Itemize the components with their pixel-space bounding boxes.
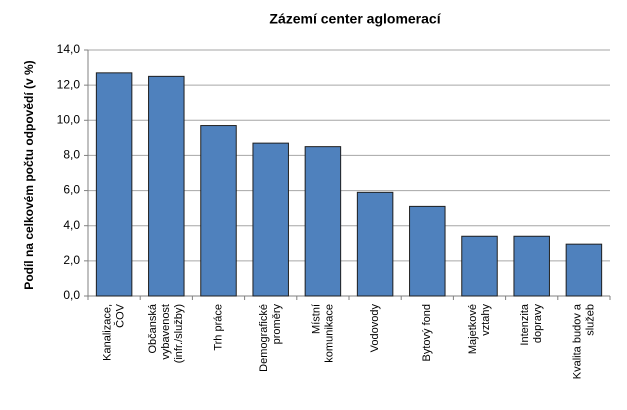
y-tick-label: 0,0 [63,288,80,302]
y-axis-title: Podíl na celkovém počtu odpovědí (v %) [22,60,36,289]
x-tick-label-group: Bytový fond [421,304,433,361]
bar [200,125,237,297]
y-tick-label: 2,0 [63,253,80,267]
x-tick-label: služeb [584,304,596,336]
x-tick-label: proměry [271,304,283,345]
y-tick-label: 6,0 [63,183,80,197]
bar [461,235,498,297]
x-tick-label: Trh práce [212,304,224,351]
x-tick-label: Intenzita [519,303,531,345]
x-tick-label: Kanalizace, [102,304,114,361]
y-tick-label: 4,0 [63,218,80,232]
y-tick-label: 10,0 [57,112,81,126]
y-tick-label: 14,0 [57,42,81,56]
x-tick-label-group: Občanská vybavenost (infr./služby) [147,303,185,363]
x-tick-label-group: Kvalita budov a služeb [571,303,596,379]
x-tick-label: Vodovody [369,304,381,353]
x-tick-label: Občanská [147,303,159,353]
y-tick-label: 12,0 [57,77,81,91]
bar [95,72,133,297]
x-tick-label: vztahy [480,304,492,336]
bar [356,191,394,297]
x-tick-label-group: Trh práce [212,304,224,351]
bar [252,142,289,297]
x-tick-label: (infr./služby) [173,304,185,363]
x-tick-label: Kvalita budov a [571,303,583,379]
x-tick-label: dopravy [532,304,544,344]
x-tick-label: komunikace [323,304,335,363]
bar [513,235,550,297]
y-tick-label: 8,0 [63,148,80,162]
x-tick-label: Demografické [258,304,270,372]
x-tick-label: Majetkové [467,304,479,354]
x-tick-label-group: Majetkové vztahy [467,304,492,355]
chart-title: Zázemí center aglomerací [269,11,441,27]
bar [304,146,342,297]
bar [148,75,185,297]
x-tick-label-group: Vodovody [369,304,381,353]
x-tick-label: Bytový fond [421,304,433,361]
bar [565,243,603,297]
x-tick-label: Místní [310,304,322,334]
x-tick-label-group: Demografické proměry [258,304,283,372]
x-tick-label: ČOV [114,303,127,328]
x-tick-label-group: Místní komunikace [310,304,335,363]
x-tick-label-group: Kanalizace, ČOV [102,303,127,361]
x-tick-label: vybavenost [160,304,172,360]
bar [409,205,446,297]
x-tick-label-group: Intenzita dopravy [519,303,544,345]
